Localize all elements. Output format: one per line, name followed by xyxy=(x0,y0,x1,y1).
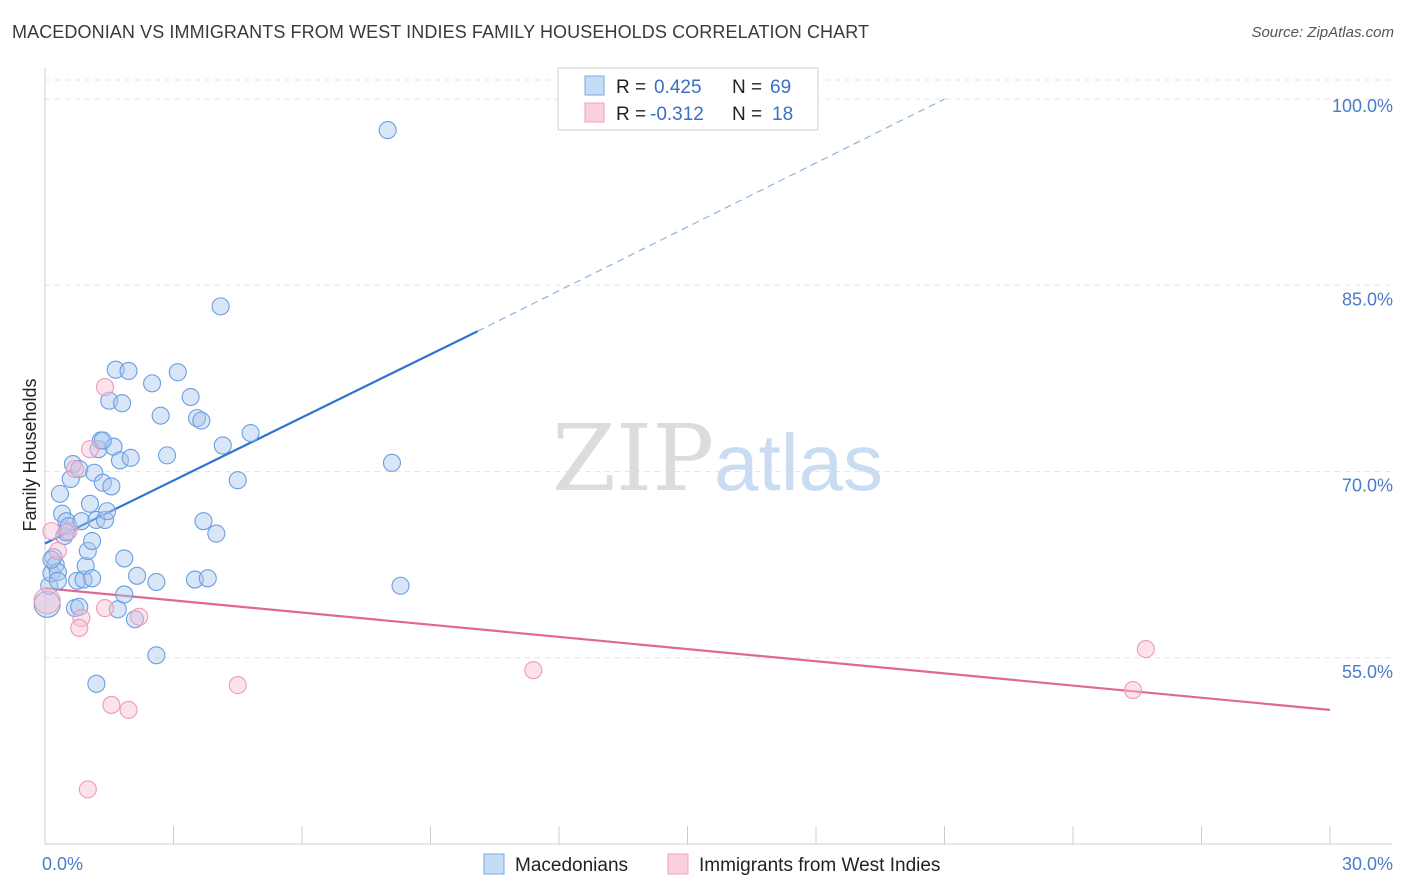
point-macedonians xyxy=(70,459,89,479)
point-macedonians xyxy=(110,451,130,470)
legend-n-value-1: 69 xyxy=(770,77,791,98)
point-macedonians xyxy=(102,477,121,496)
bottom-legend-west-indies: Immigrants from West Indies xyxy=(699,855,940,876)
y-tick-label-1: 85.0% xyxy=(1342,289,1393,309)
legend-r-label-2: R = xyxy=(616,104,646,125)
point-macedonians xyxy=(211,297,230,316)
point-macedonians xyxy=(115,549,134,568)
point-west-indies xyxy=(42,522,61,541)
point-west-indies xyxy=(65,459,85,479)
point-macedonians xyxy=(207,524,226,543)
point-macedonians xyxy=(192,411,211,430)
point-macedonians xyxy=(181,387,200,407)
point-macedonians xyxy=(391,576,410,595)
point-macedonians xyxy=(378,121,397,140)
point-macedonians xyxy=(121,448,140,467)
point-macedonians xyxy=(42,564,61,583)
point-west-indies xyxy=(78,780,97,799)
x-tick-labels: 0.0% 30.0% xyxy=(42,854,1393,874)
legend-swatch-macedonians xyxy=(584,75,605,96)
point-macedonians xyxy=(143,374,162,393)
point-macedonians xyxy=(93,431,112,450)
point-macedonians xyxy=(158,446,177,465)
point-macedonians xyxy=(83,531,102,551)
point-west-indies xyxy=(119,700,138,719)
point-macedonians xyxy=(119,361,138,381)
point-macedonians xyxy=(113,394,132,413)
point-macedonians xyxy=(78,541,97,561)
point-macedonians xyxy=(83,569,102,588)
point-macedonians xyxy=(128,566,147,585)
watermark-zip: ZIP xyxy=(552,405,714,512)
point-west-indies xyxy=(95,378,115,397)
point-west-indies xyxy=(80,440,100,459)
legend-r-value-2: -0.312 xyxy=(650,104,704,125)
legend-swatch-west-indies xyxy=(584,102,605,123)
point-west-indies xyxy=(228,676,247,695)
legend-n-label-2: N = xyxy=(732,104,762,125)
point-west-indies xyxy=(70,618,89,638)
point-macedonians xyxy=(108,600,127,619)
legend-n-label-1: N = xyxy=(732,77,762,98)
axes xyxy=(44,68,1392,845)
grid-lines xyxy=(45,79,1392,659)
point-macedonians xyxy=(168,363,187,382)
point-macedonians xyxy=(194,512,213,531)
point-macedonians xyxy=(80,494,100,513)
point-west-indies xyxy=(1123,680,1143,700)
point-macedonians xyxy=(72,512,91,531)
x-tick-label-0: 0.0% xyxy=(42,854,83,874)
y-tick-label-2: 70.0% xyxy=(1342,476,1393,496)
point-macedonians xyxy=(93,473,112,492)
point-west-indies xyxy=(102,695,121,714)
bottom-legend-swatch-west-indies xyxy=(667,853,689,875)
trend-lines xyxy=(44,98,1331,712)
y-tick-label-3: 55.0% xyxy=(1342,662,1393,682)
chart-title: MACEDONIAN VS IMMIGRANTS FROM WEST INDIE… xyxy=(12,22,870,42)
point-macedonians xyxy=(68,571,87,590)
point-macedonians xyxy=(198,569,217,588)
y-tick-label-0: 100.0% xyxy=(1332,96,1393,116)
point-macedonians xyxy=(98,502,117,521)
watermark-atlas: atlas xyxy=(714,418,883,507)
point-macedonians xyxy=(147,572,166,592)
stats-legend: R = 0.425 N = 69 R = -0.312 N = 18 xyxy=(557,67,819,131)
legend-n-value-2: 18 xyxy=(772,104,793,125)
point-macedonians xyxy=(213,436,232,455)
point-macedonians xyxy=(70,597,89,616)
point-west-indies xyxy=(48,541,67,561)
source-label: Source: ZipAtlas.com xyxy=(1251,24,1394,41)
point-macedonians xyxy=(50,484,70,503)
point-west-indies xyxy=(130,607,149,626)
point-west-indies xyxy=(59,522,78,541)
point-west-indies xyxy=(1136,640,1155,659)
bottom-legend-macedonians: Macedonians xyxy=(515,855,628,876)
x-tick-label-1: 30.0% xyxy=(1342,854,1393,874)
point-macedonians xyxy=(106,360,125,379)
legend-r-label-1: R = xyxy=(616,77,646,98)
y-tick-labels: 100.0% 85.0% 70.0% 55.0% xyxy=(1332,96,1393,682)
point-west-indies xyxy=(524,661,543,680)
point-macedonians xyxy=(48,571,67,590)
point-macedonians xyxy=(241,423,260,443)
data-points xyxy=(33,121,1155,799)
trend-line-macedonians-extension xyxy=(477,98,945,332)
point-macedonians xyxy=(185,570,204,589)
y-axis-label: Family Households xyxy=(20,378,40,531)
legend-r-value-1: 0.425 xyxy=(654,77,702,98)
point-macedonians xyxy=(382,453,402,472)
point-west-indies xyxy=(95,599,115,618)
point-macedonians xyxy=(228,471,247,490)
trend-line-macedonians xyxy=(44,330,479,545)
series-legend: Macedonians Immigrants from West Indies xyxy=(483,853,940,876)
point-macedonians xyxy=(147,646,166,665)
bottom-legend-swatch-macedonians xyxy=(483,853,505,875)
point-macedonians xyxy=(87,674,106,693)
trend-line-west-indies xyxy=(44,587,1331,712)
point-west-indies xyxy=(33,587,61,615)
point-macedonians xyxy=(115,585,134,604)
point-macedonians xyxy=(151,406,170,425)
